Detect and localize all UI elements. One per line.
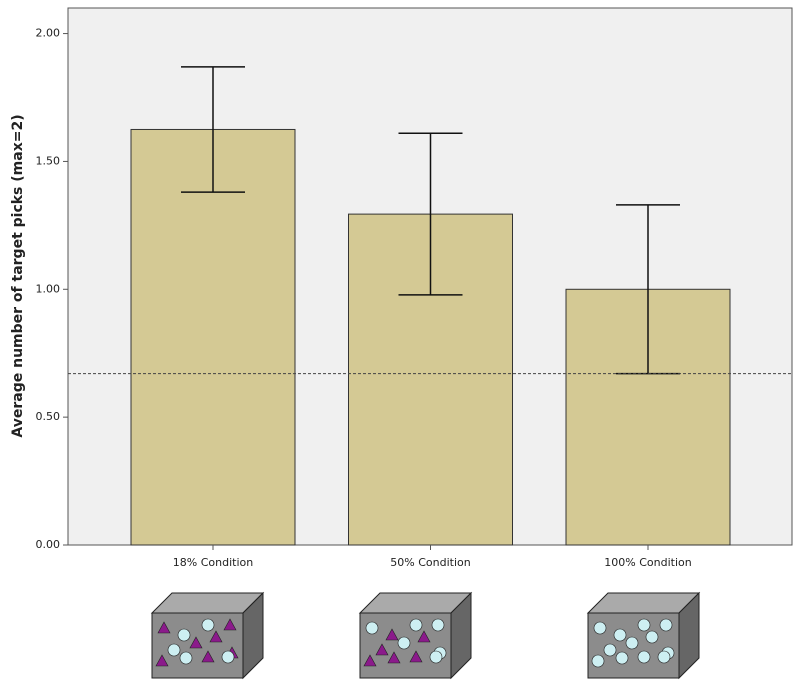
circle-icon [645,630,659,644]
x-tick-label: 50% Condition [390,556,470,569]
triangle-icon [155,654,169,667]
circle-icon [431,618,445,632]
triangle-icon [409,650,423,663]
circle-icon [429,650,443,664]
circle-icon [221,650,235,664]
circle-icon [593,621,607,635]
error-bar [398,132,463,296]
y-tick-label: 2.00 [36,27,61,40]
circle-icon [613,628,627,642]
y-tick-label: 0.00 [36,538,61,551]
circle-icon [615,651,629,665]
triangle-icon [209,630,223,643]
circle-icon [179,651,193,665]
triangle-icon [375,643,389,656]
x-tick-label: 18% Condition [173,556,253,569]
circle-icon [603,643,617,657]
y-axis-label: Average number of target picks (max=2) [10,114,26,437]
circle-icon [657,650,671,664]
y-tick-label: 1.50 [36,154,61,167]
y-tick-label: 1.00 [36,282,61,295]
triangle-icon [223,618,237,631]
triangle-icon [385,628,399,641]
circle-icon [201,618,215,632]
triangle-icon [363,654,377,667]
bar [130,128,296,546]
circle-icon [637,650,651,664]
circle-icon [637,618,651,632]
triangle-icon [387,651,401,664]
x-tick-label: 100% Condition [604,556,691,569]
circle-icon [659,618,673,632]
triangle-icon [189,636,203,649]
circle-icon [409,618,423,632]
circle-icon [397,636,411,650]
circle-icon [625,636,639,650]
triangle-icon [157,621,171,634]
y-tick-label: 0.50 [36,410,61,423]
circle-icon [177,628,191,642]
triangle-icon [417,630,431,643]
circle-icon [365,621,379,635]
circle-icon [591,654,605,668]
circle-icon [167,643,181,657]
triangle-icon [201,650,215,663]
error-bar [181,66,245,193]
